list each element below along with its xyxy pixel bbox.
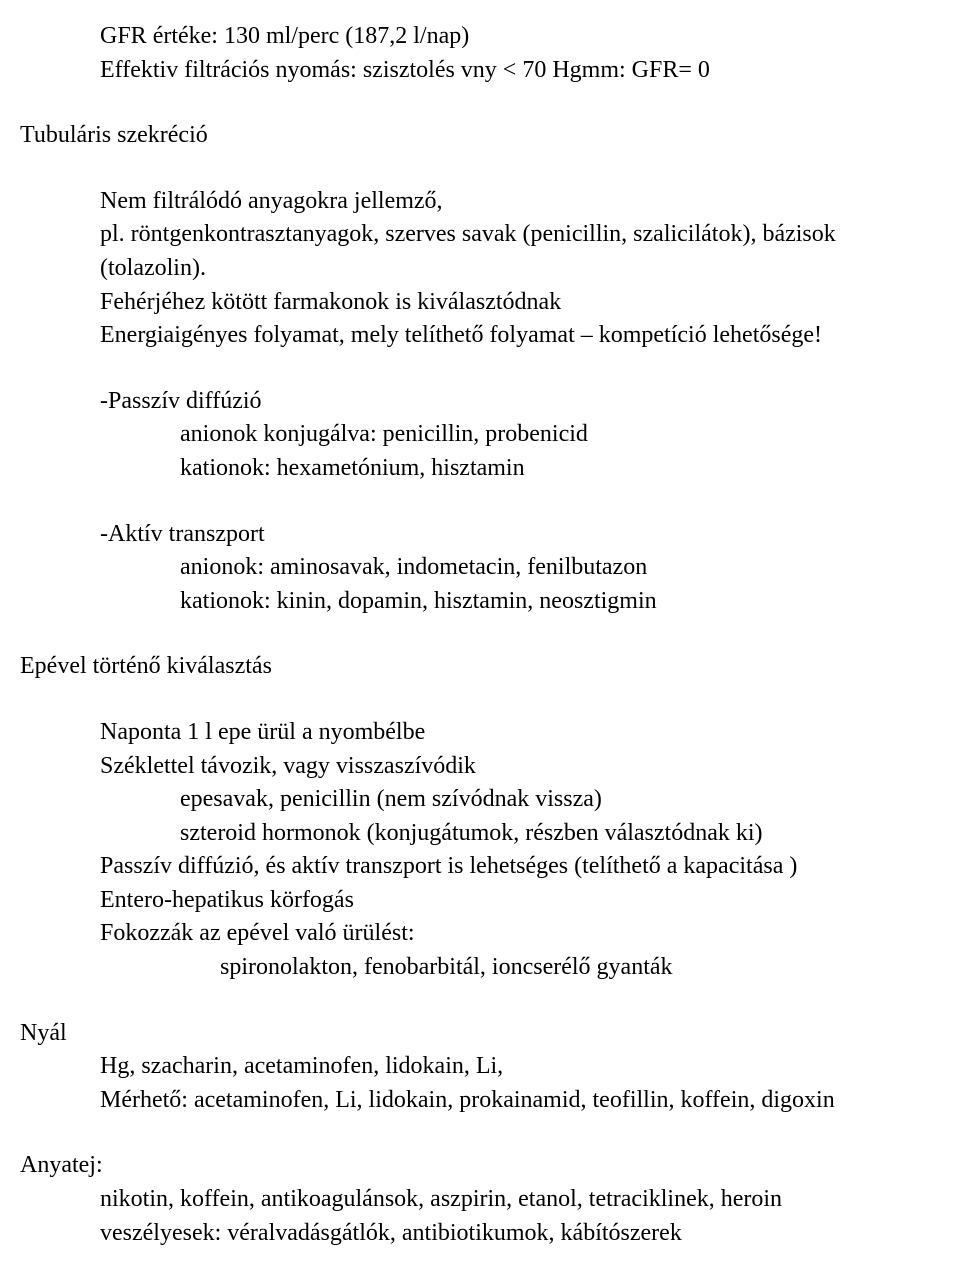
heading: Epével történő kiválasztás [20, 650, 940, 684]
section-nem-filtralodo: Nem filtrálódó anyagokra jellemző, pl. r… [20, 185, 940, 353]
section-epevel-details: Naponta 1 l epe ürül a nyombélbe Széklet… [20, 716, 940, 985]
text-line: Energiaigényes folyamat, mely telíthető … [100, 319, 940, 353]
text-line: kationok: kinin, dopamin, hisztamin, neo… [180, 585, 940, 619]
text-line: Széklettel távozik, vagy visszaszívódik [100, 750, 940, 784]
heading: Nyál [20, 1017, 940, 1051]
text-line: Effektiv filtrációs nyomás: szisztolés v… [100, 54, 940, 88]
section-anyatej: Anyatej: nikotin, koffein, antikoaguláns… [20, 1149, 940, 1250]
text-line: Entero-hepatikus körfogás [100, 884, 940, 918]
text-line: Hg, szacharin, acetaminofen, lidokain, L… [100, 1050, 940, 1084]
section-gfr: GFR értéke: 130 ml/perc (187,2 l/nap) Ef… [20, 20, 940, 87]
text-line: Mérhető: acetaminofen, Li, lidokain, pro… [100, 1084, 940, 1118]
text-line: Fehérjéhez kötött farmakonok is kiválasz… [100, 286, 940, 320]
heading: Anyatej: [20, 1149, 940, 1183]
section-nyal: Nyál Hg, szacharin, acetaminofen, lidoka… [20, 1017, 940, 1118]
text-line: anionok: aminosavak, indometacin, fenilb… [180, 551, 940, 585]
text-line: Naponta 1 l epe ürül a nyombélbe [100, 716, 940, 750]
section-passziv-diffuzio: -Passzív diffúzió anionok konjugálva: pe… [20, 385, 940, 486]
text-line: anionok konjugálva: penicillin, probenic… [180, 418, 940, 452]
text-line: -Aktív transzport [100, 518, 940, 552]
text-line: Fokozzák az epével való ürülést: [100, 917, 940, 951]
text-line: kationok: hexametónium, hisztamin [180, 452, 940, 486]
text-line: szteroid hormonok (konjugátumok, részben… [180, 817, 940, 851]
text-line: nikotin, koffein, antikoagulánsok, aszpi… [100, 1183, 940, 1217]
text-line: -Passzív diffúzió [100, 385, 940, 419]
text-line: veszélyesek: véralvadásgátlók, antibioti… [100, 1217, 940, 1251]
heading: Tubuláris szekréció [20, 119, 940, 153]
section-heading-tubularis: Tubuláris szekréció [20, 119, 940, 153]
section-heading-epevel: Epével történő kiválasztás [20, 650, 940, 684]
text-line: pl. röntgenkontrasztanyagok, szerves sav… [100, 218, 940, 285]
text-line: epesavak, penicillin (nem szívódnak viss… [180, 783, 940, 817]
section-aktiv-transzport: -Aktív transzport anionok: aminosavak, i… [20, 518, 940, 619]
text-line: Nem filtrálódó anyagokra jellemző, [100, 185, 940, 219]
text-line: spironolakton, fenobarbitál, ioncserélő … [220, 951, 940, 985]
text-line: GFR értéke: 130 ml/perc (187,2 l/nap) [100, 20, 940, 54]
text-line: Passzív diffúzió, és aktív transzport is… [100, 850, 940, 884]
